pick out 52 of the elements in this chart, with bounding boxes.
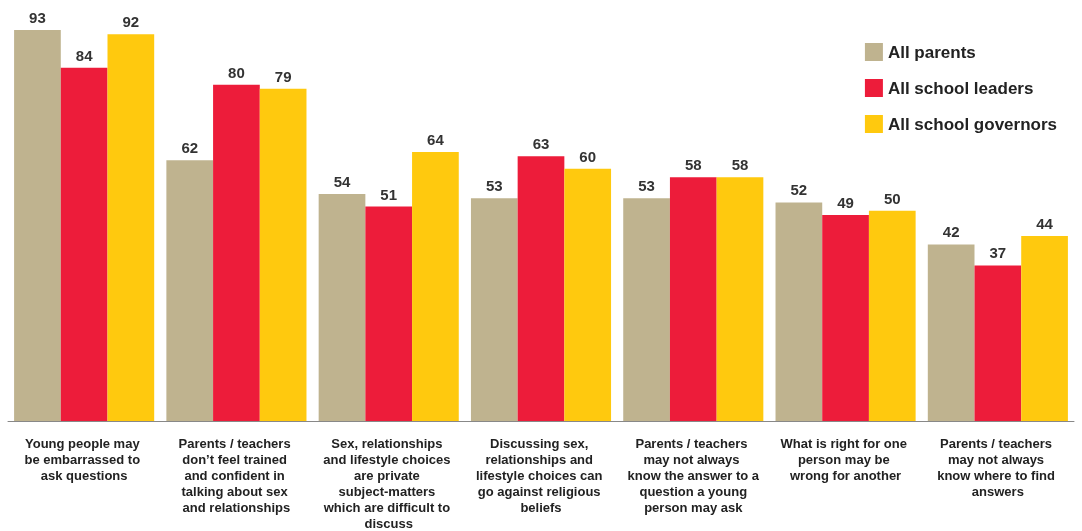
legend-label: All school leaders (887, 78, 1034, 98)
bar (318, 193, 366, 421)
bar (716, 177, 764, 421)
data-label: 54 (333, 172, 352, 190)
data-label: 63 (532, 135, 550, 153)
data-label: 37 (989, 244, 1007, 262)
x-tick-label: Discussing sex, relationships and lifestyle choices can go against religious beliefs (475, 435, 607, 515)
bar (213, 84, 260, 421)
data-label: 58 (731, 156, 749, 174)
bar (974, 265, 1022, 421)
x-tick-label: Sex, relationships and lifestyle choices are private subject-matters which are difficult to discuss (322, 435, 455, 531)
data-label: 42 (942, 223, 960, 241)
data-label: 51 (380, 185, 398, 203)
x-tick-label: Parents / teachers may not always know the answer to a question a young person may ask (627, 435, 760, 515)
data-label: 79 (274, 67, 292, 85)
data-label: 58 (684, 156, 702, 174)
bar (259, 88, 307, 421)
bar (623, 198, 670, 421)
data-label: 53 (638, 177, 655, 195)
data-label: 49 (837, 193, 854, 211)
legend-label: All school governors (887, 114, 1058, 134)
x-tick-label: Parents / teachers may not always know where to find answers (937, 435, 1059, 499)
bar (564, 168, 612, 421)
data-label: 50 (883, 189, 901, 207)
bar (822, 214, 869, 421)
data-label: 60 (579, 147, 597, 165)
bar (775, 202, 823, 421)
x-tick-label: Parents / teachers don’t feel trained and confident in talking about sex and relationships (178, 435, 295, 515)
bar (1021, 236, 1068, 421)
bar (107, 34, 155, 421)
bar (470, 198, 518, 421)
bar (60, 67, 108, 421)
bar (412, 151, 459, 421)
bar (166, 160, 214, 421)
bar (365, 206, 413, 421)
data-label: 80 (228, 63, 245, 81)
data-label: 93 (29, 9, 46, 26)
data-label: 52 (790, 181, 808, 199)
x-tick-label: What is right for one person may be wrong for another (780, 435, 911, 483)
data-label: 92 (122, 13, 140, 31)
data-label: 44 (1036, 215, 1054, 233)
legend-label: All parents (887, 42, 976, 62)
bar (14, 30, 61, 421)
bar (927, 244, 975, 421)
data-label: 84 (75, 46, 94, 64)
data-label: 64 (427, 130, 445, 148)
data-label: 62 (181, 139, 199, 157)
bar (868, 210, 916, 421)
bar (669, 177, 717, 421)
data-label: 53 (485, 177, 503, 195)
bar (517, 156, 565, 421)
x-tick-label: Young people may be embarrassed to ask questions (24, 435, 144, 483)
